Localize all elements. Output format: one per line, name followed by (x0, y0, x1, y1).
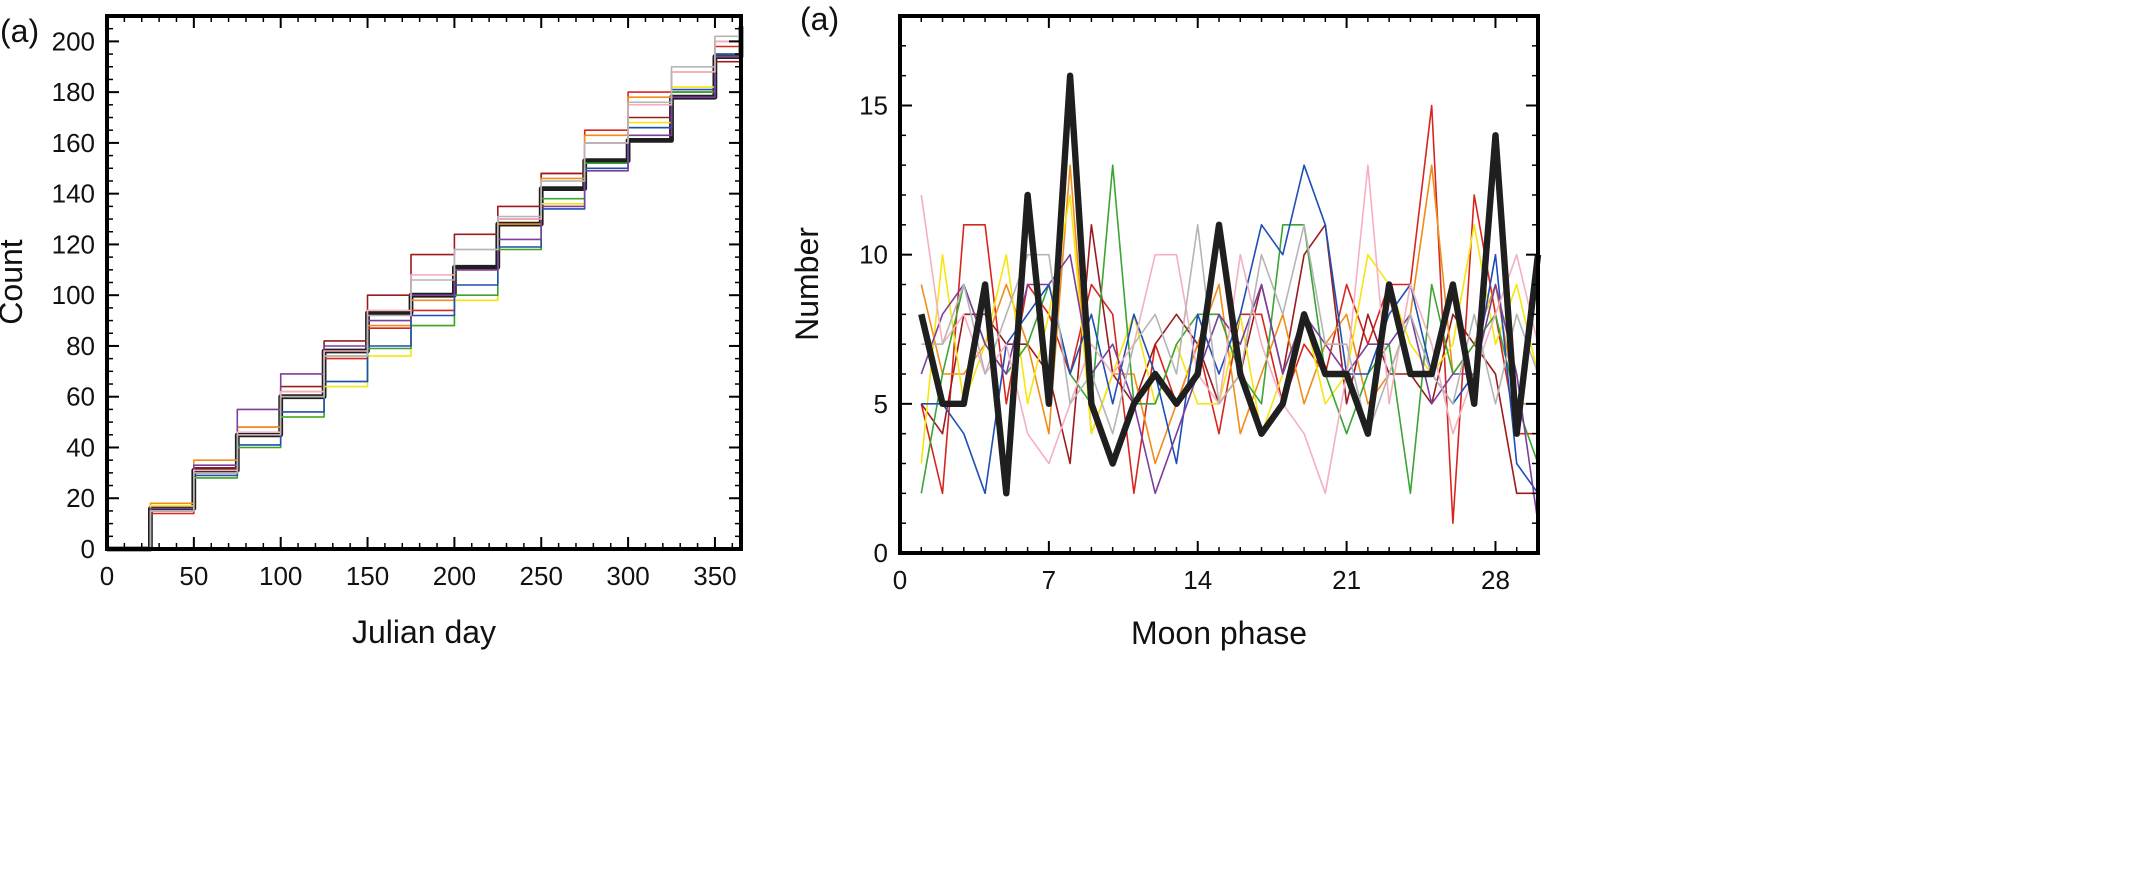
x-tick-label-right: 28 (1481, 565, 1510, 595)
series-group-right (918, 72, 1542, 524)
y-tick-label-left: 100 (52, 280, 95, 310)
x-tick-label-right: 0 (893, 565, 907, 595)
x-tick-label-left: 250 (520, 561, 563, 591)
y-tick-label-left: 180 (52, 77, 95, 107)
plot-frame-left (105, 14, 743, 551)
x-axis-label-right: Moon phase (1131, 615, 1307, 651)
y-tick-label-right: 0 (874, 538, 888, 568)
x-tick-label-left: 0 (100, 561, 114, 591)
x-axis-label-left: Julian day (352, 614, 496, 650)
x-tick-label-left: 200 (433, 561, 476, 591)
y-tick-label-left: 0 (81, 534, 95, 564)
y-tick-label-left: 40 (66, 432, 95, 462)
x-tick-label-right: 7 (1042, 565, 1056, 595)
panel-right: (a) 0 7 14 21 28 0 5 10 15 Moon phase Number (789, 1, 1542, 651)
y-tick-label-left: 20 (66, 483, 95, 513)
series-line-left-8 (107, 26, 742, 550)
y-tick-label-left: 60 (66, 382, 95, 412)
x-tick-label-left: 100 (259, 561, 302, 591)
y-tick-label-right: 10 (859, 240, 888, 270)
series-line-right-0 (920, 104, 1538, 524)
x-tick-label-left: 350 (693, 561, 736, 591)
y-tick-label-left: 80 (66, 331, 95, 361)
y-tick-label-right: 15 (859, 91, 888, 121)
ticks-right: 0 7 14 21 28 0 5 10 15 (859, 15, 1539, 595)
x-tick-label-left: 150 (346, 561, 389, 591)
x-tick-label-left: 300 (606, 561, 649, 591)
series-line-left-9 (107, 23, 742, 550)
x-tick-label-left: 50 (179, 561, 208, 591)
plot-frame-right (898, 14, 1540, 555)
y-tick-label-left: 140 (52, 179, 95, 209)
x-tick-label-right: 14 (1183, 565, 1212, 595)
series-group-left (107, 23, 744, 552)
y-tick-label-left: 200 (52, 26, 95, 56)
x-tick-label-right: 21 (1332, 565, 1361, 595)
y-tick-label-left: 120 (52, 229, 95, 259)
panel-label-right: (a) (800, 1, 839, 37)
y-tick-label-left: 160 (52, 128, 95, 158)
ticks-left: 0 50 100 150 200 250 300 350 0 20 40 60 80 100 120 140 1… (52, 15, 741, 591)
y-axis-label-left: Count (0, 239, 29, 325)
y-axis-label-right: Number (789, 227, 825, 341)
series-line-right-9 (918, 72, 1542, 497)
y-tick-label-right: 5 (874, 389, 888, 419)
panel-left: (a) 0 50 100 150 200 250 300 350 0 20 40 60 80 100 120… (0, 13, 744, 650)
panel-label-left: (a) (0, 13, 39, 49)
